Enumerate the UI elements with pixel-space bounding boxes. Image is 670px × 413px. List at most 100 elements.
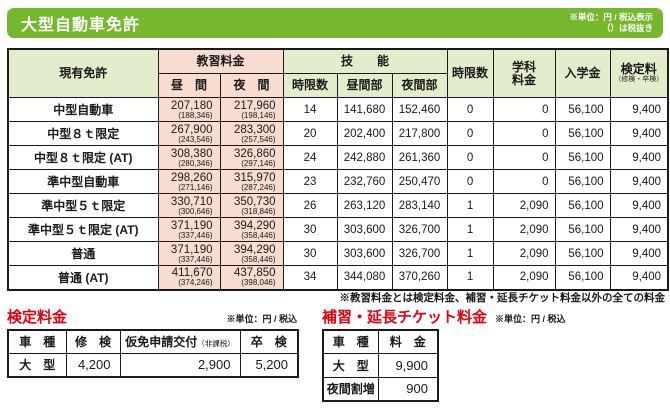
- cell-admission-fee: 56,100: [554, 145, 611, 170]
- cell-fee-value: 5,200: [239, 352, 299, 378]
- cell-fee-value: 2,900: [119, 352, 241, 378]
- header-exam-fee-sub: （修検・卒検）: [614, 76, 664, 83]
- cell-current-license: 中型自動車: [7, 97, 159, 122]
- cell-exam-fee: 9,400: [609, 241, 669, 266]
- cell-night-fee: 350,730 (318,846): [219, 193, 284, 218]
- column-header: 車 種: [322, 329, 379, 354]
- header-skill-day: 昼間部: [336, 72, 393, 99]
- cell-night-fee: 315,970 (287,246): [219, 169, 284, 194]
- column-header: 仮免申請交付（非課税）: [119, 329, 241, 354]
- fee-table-header: 現有免許 教習料金 技 能 時限数 学科 料金 入学金 検定料 （修検・卒検） …: [7, 48, 669, 99]
- fee-table-row: 普通 371,190 (337,446) 394,290 (358,446) 30 …: [7, 241, 669, 266]
- cell-skill-night-fee: 370,260: [391, 265, 448, 290]
- training-fee-footnote: ※教習料金とは検定料金、補習・延長チケット料金以外の全ての料金: [339, 292, 666, 304]
- cell-night-fee: 394,290 (358,446): [219, 241, 284, 266]
- cell-current-license: 準中型５ｔ限定: [7, 193, 159, 218]
- cell-vehicle-type: 夜間割増: [322, 376, 379, 402]
- table-row: 大 型 4,200 2,900 5,200: [7, 352, 299, 378]
- cell-exam-fee: 9,400: [609, 265, 669, 290]
- header-skill-group: 技 能: [282, 48, 448, 74]
- cell-exam-fee: 9,400: [609, 217, 669, 242]
- unit-note-top-line1: ※単位：円 / 税込表示: [569, 12, 653, 22]
- fee-table-body: 中型自動車 207,180 (188,346) 217,960 (198,146) …: [7, 97, 669, 290]
- ticket-fee-section: 補習・延長チケット料金 ※単位：円 / 税込 車 種料 金 大 型 9,900 …: [322, 306, 642, 402]
- cell-skill-hours: 14: [282, 97, 338, 122]
- page-title: 大型自動車免許: [21, 17, 141, 34]
- cell-skill-day-fee: 242,880: [336, 145, 393, 170]
- cell-current-license: 準中型５ｔ限定 (AT): [7, 217, 159, 242]
- cell-skill-hours: 26: [282, 193, 338, 218]
- cell-skill-day-fee: 303,600: [336, 241, 393, 266]
- cell-admission-fee: 56,100: [554, 265, 611, 290]
- column-header: 料 金: [377, 329, 439, 354]
- exam-fee-table-header: 車 種修 検仮免申請交付（非課税）卒 検: [7, 329, 299, 354]
- cell-academic-hours: 0: [446, 145, 494, 170]
- cell-academic-fee: 0: [492, 97, 556, 122]
- cell-day-fee: 411,670 (374,246): [157, 265, 221, 290]
- cell-skill-hours: 34: [282, 265, 338, 290]
- cell-skill-hours: 30: [282, 217, 338, 242]
- ticket-fee-title-row: 補習・延長チケット料金 ※単位：円 / 税込: [322, 306, 642, 326]
- cell-skill-night-fee: 250,470: [391, 169, 448, 194]
- cell-vehicle-type: 大 型: [7, 352, 67, 378]
- cell-academic-hours: 1: [446, 241, 494, 266]
- fee-table-row: 普通 (AT) 411,670 (374,246) 437,850 (398,046…: [7, 265, 669, 290]
- cell-admission-fee: 56,100: [554, 97, 611, 122]
- cell-skill-day-fee: 303,600: [336, 217, 393, 242]
- cell-academic-fee: 0: [492, 169, 556, 194]
- cell-academic-hours: 0: [446, 169, 494, 194]
- header-current-license: 現有免許: [7, 48, 159, 98]
- license-fee-table: 現有免許 教習料金 技 能 時限数 学科 料金 入学金 検定料 （修検・卒検） …: [7, 48, 670, 291]
- cell-skill-night-fee: 283,140: [391, 193, 448, 218]
- cell-skill-hours: 23: [282, 169, 338, 194]
- header-skill-hours: 時限数: [282, 72, 338, 99]
- cell-day-fee: 298,260 (271,146): [157, 169, 221, 194]
- column-header: 修 検: [65, 329, 121, 354]
- cell-admission-fee: 56,100: [554, 121, 611, 146]
- ticket-fee-table-header: 車 種料 金: [322, 329, 439, 354]
- cell-night-fee: 283,300 (257,546): [219, 121, 284, 146]
- cell-academic-fee: 0: [492, 145, 556, 170]
- cell-skill-night-fee: 326,700: [391, 241, 448, 266]
- exam-fee-section-title: 検定料金: [7, 309, 68, 326]
- ticket-fee-unit-note: ※単位：円 / 税込: [495, 314, 566, 324]
- cell-day-fee: 371,190 (337,446): [157, 241, 221, 266]
- cell-admission-fee: 56,100: [554, 241, 611, 266]
- cell-admission-fee: 56,100: [554, 169, 611, 194]
- cell-night-fee: 326,860 (297,146): [219, 145, 284, 170]
- cell-skill-night-fee: 261,360: [391, 145, 448, 170]
- cell-current-license: 中型８ｔ限定: [7, 121, 159, 146]
- cell-current-license: 普通 (AT): [7, 265, 159, 290]
- cell-academic-hours: 0: [446, 97, 494, 122]
- cell-exam-fee: 9,400: [609, 97, 669, 122]
- cell-skill-day-fee: 141,680: [336, 97, 393, 122]
- cell-current-license: 普通: [7, 241, 159, 266]
- header-exam-fee: 検定料 （修検・卒検）: [609, 48, 669, 98]
- cell-fee-value: 9,900: [377, 352, 439, 378]
- cell-admission-fee: 56,100: [554, 193, 611, 218]
- cell-fee-value: 4,200: [65, 352, 121, 378]
- cell-exam-fee: 9,400: [609, 169, 669, 194]
- exam-fee-table: 車 種修 検仮免申請交付（非課税）卒 検 大 型 4,200 2,900 5,200: [7, 329, 299, 378]
- cell-academic-fee: 2,090: [492, 217, 556, 242]
- fee-table-row: 準中型５ｔ限定 330,710 (300,646) 350,730 (318,846…: [7, 193, 669, 218]
- cell-exam-fee: 9,400: [609, 121, 669, 146]
- header-admission-fee: 入学金: [554, 48, 611, 98]
- cell-night-fee: 394,290 (358,446): [219, 217, 284, 242]
- cell-admission-fee: 56,100: [554, 217, 611, 242]
- header-daytime: 昼 間: [157, 72, 221, 99]
- ticket-fee-table: 車 種料 金 大 型 9,900 夜間割増 900: [322, 329, 439, 402]
- cell-academic-fee: 2,090: [492, 241, 556, 266]
- column-header: 車 種: [7, 329, 67, 354]
- exam-fee-title-row: 検定料金 ※単位：円 / 税込: [7, 306, 297, 326]
- unit-note-top-line2: （）は税抜き: [601, 23, 653, 33]
- table-row: 大 型 9,900: [322, 352, 439, 378]
- cell-skill-hours: 24: [282, 145, 338, 170]
- exam-fee-unit-note: ※単位：円 / 税込: [226, 314, 297, 324]
- header-academic-hours: 時限数: [446, 48, 494, 98]
- unit-note-top: ※単位：円 / 税込表示 （）は税抜き: [569, 12, 653, 34]
- cell-vehicle-type: 大 型: [322, 352, 379, 378]
- header-training-fee: 教習料金: [157, 48, 284, 74]
- page-title-banner: 大型自動車免許 ※単位：円 / 税込表示 （）は税抜き: [7, 8, 663, 38]
- header-academic-fee: 学科 料金: [492, 48, 556, 98]
